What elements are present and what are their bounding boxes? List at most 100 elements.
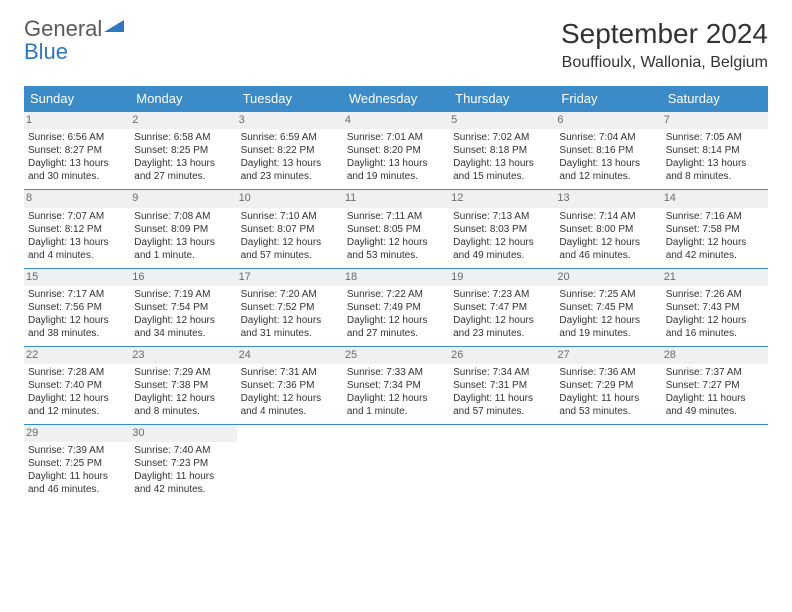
sunrise-line: Sunrise: 7:23 AM bbox=[453, 288, 551, 301]
day-cell: 12Sunrise: 7:13 AMSunset: 8:03 PMDayligh… bbox=[449, 190, 555, 268]
sunrise-line: Sunrise: 7:22 AM bbox=[347, 288, 445, 301]
daylight-line: Daylight: 12 hours and 42 minutes. bbox=[666, 236, 764, 262]
day-cell: 10Sunrise: 7:10 AMSunset: 8:07 PMDayligh… bbox=[237, 190, 343, 268]
empty-cell bbox=[555, 425, 661, 503]
daylight-line: Daylight: 12 hours and 53 minutes. bbox=[347, 236, 445, 262]
day-cell: 16Sunrise: 7:19 AMSunset: 7:54 PMDayligh… bbox=[130, 268, 236, 346]
day-number: 6 bbox=[555, 112, 661, 129]
sunrise-line: Sunrise: 7:10 AM bbox=[241, 210, 339, 223]
day-cell: 18Sunrise: 7:22 AMSunset: 7:49 PMDayligh… bbox=[343, 268, 449, 346]
day-cell: 1Sunrise: 6:56 AMSunset: 8:27 PMDaylight… bbox=[24, 112, 130, 190]
daylight-line: Daylight: 13 hours and 1 minute. bbox=[134, 236, 232, 262]
sunset-line: Sunset: 7:49 PM bbox=[347, 301, 445, 314]
day-number: 5 bbox=[449, 112, 555, 129]
daylight-line: Daylight: 12 hours and 31 minutes. bbox=[241, 314, 339, 340]
sunrise-line: Sunrise: 7:37 AM bbox=[666, 366, 764, 379]
sunset-line: Sunset: 7:29 PM bbox=[559, 379, 657, 392]
sunrise-line: Sunrise: 6:56 AM bbox=[28, 131, 126, 144]
day-number: 15 bbox=[24, 269, 130, 286]
day-number: 20 bbox=[555, 269, 661, 286]
day-number: 29 bbox=[24, 425, 130, 442]
daylight-line: Daylight: 12 hours and 19 minutes. bbox=[559, 314, 657, 340]
day-number: 10 bbox=[237, 190, 343, 207]
day-cell: 30Sunrise: 7:40 AMSunset: 7:23 PMDayligh… bbox=[130, 425, 236, 503]
day-number: 13 bbox=[555, 190, 661, 207]
dayname-wednesday: Wednesday bbox=[343, 86, 449, 112]
day-number: 21 bbox=[662, 269, 768, 286]
day-cell: 22Sunrise: 7:28 AMSunset: 7:40 PMDayligh… bbox=[24, 346, 130, 424]
sunset-line: Sunset: 7:52 PM bbox=[241, 301, 339, 314]
week-row: 22Sunrise: 7:28 AMSunset: 7:40 PMDayligh… bbox=[24, 346, 768, 424]
day-number: 11 bbox=[343, 190, 449, 207]
daylight-line: Daylight: 13 hours and 23 minutes. bbox=[241, 157, 339, 183]
sunset-line: Sunset: 8:27 PM bbox=[28, 144, 126, 157]
sunset-line: Sunset: 7:27 PM bbox=[666, 379, 764, 392]
sunset-line: Sunset: 8:22 PM bbox=[241, 144, 339, 157]
week-row: 8Sunrise: 7:07 AMSunset: 8:12 PMDaylight… bbox=[24, 190, 768, 268]
day-number: 25 bbox=[343, 347, 449, 364]
sunset-line: Sunset: 7:40 PM bbox=[28, 379, 126, 392]
sunrise-line: Sunrise: 7:34 AM bbox=[453, 366, 551, 379]
day-number: 17 bbox=[237, 269, 343, 286]
brand-sub: Blue bbox=[24, 41, 124, 63]
dayname-saturday: Saturday bbox=[662, 86, 768, 112]
brand-name: General bbox=[24, 16, 102, 41]
day-number: 22 bbox=[24, 347, 130, 364]
daylight-line: Daylight: 11 hours and 57 minutes. bbox=[453, 392, 551, 418]
day-cell: 19Sunrise: 7:23 AMSunset: 7:47 PMDayligh… bbox=[449, 268, 555, 346]
day-number: 9 bbox=[130, 190, 236, 207]
daylight-line: Daylight: 11 hours and 53 minutes. bbox=[559, 392, 657, 418]
day-cell: 7Sunrise: 7:05 AMSunset: 8:14 PMDaylight… bbox=[662, 112, 768, 190]
day-cell: 23Sunrise: 7:29 AMSunset: 7:38 PMDayligh… bbox=[130, 346, 236, 424]
day-cell: 29Sunrise: 7:39 AMSunset: 7:25 PMDayligh… bbox=[24, 425, 130, 503]
sunset-line: Sunset: 8:05 PM bbox=[347, 223, 445, 236]
sunset-line: Sunset: 7:56 PM bbox=[28, 301, 126, 314]
sunset-line: Sunset: 8:16 PM bbox=[559, 144, 657, 157]
sunset-line: Sunset: 7:31 PM bbox=[453, 379, 551, 392]
dayname-row: SundayMondayTuesdayWednesdayThursdayFrid… bbox=[24, 86, 768, 112]
dayname-thursday: Thursday bbox=[449, 86, 555, 112]
day-number: 8 bbox=[24, 190, 130, 207]
day-number: 7 bbox=[662, 112, 768, 129]
daylight-line: Daylight: 12 hours and 12 minutes. bbox=[28, 392, 126, 418]
daylight-line: Daylight: 12 hours and 16 minutes. bbox=[666, 314, 764, 340]
sunset-line: Sunset: 7:47 PM bbox=[453, 301, 551, 314]
sunrise-line: Sunrise: 7:17 AM bbox=[28, 288, 126, 301]
daylight-line: Daylight: 12 hours and 1 minute. bbox=[347, 392, 445, 418]
day-number: 28 bbox=[662, 347, 768, 364]
sunrise-line: Sunrise: 7:02 AM bbox=[453, 131, 551, 144]
daylight-line: Daylight: 12 hours and 49 minutes. bbox=[453, 236, 551, 262]
day-cell: 15Sunrise: 7:17 AMSunset: 7:56 PMDayligh… bbox=[24, 268, 130, 346]
daylight-line: Daylight: 11 hours and 42 minutes. bbox=[134, 470, 232, 496]
daylight-line: Daylight: 11 hours and 49 minutes. bbox=[666, 392, 764, 418]
day-number: 3 bbox=[237, 112, 343, 129]
day-number: 12 bbox=[449, 190, 555, 207]
sunset-line: Sunset: 8:09 PM bbox=[134, 223, 232, 236]
day-cell: 4Sunrise: 7:01 AMSunset: 8:20 PMDaylight… bbox=[343, 112, 449, 190]
dayname-monday: Monday bbox=[130, 86, 236, 112]
sunset-line: Sunset: 8:14 PM bbox=[666, 144, 764, 157]
day-cell: 6Sunrise: 7:04 AMSunset: 8:16 PMDaylight… bbox=[555, 112, 661, 190]
sunset-line: Sunset: 8:12 PM bbox=[28, 223, 126, 236]
day-number: 2 bbox=[130, 112, 236, 129]
day-cell: 24Sunrise: 7:31 AMSunset: 7:36 PMDayligh… bbox=[237, 346, 343, 424]
day-number: 24 bbox=[237, 347, 343, 364]
day-cell: 3Sunrise: 6:59 AMSunset: 8:22 PMDaylight… bbox=[237, 112, 343, 190]
sunset-line: Sunset: 7:34 PM bbox=[347, 379, 445, 392]
sunrise-line: Sunrise: 7:04 AM bbox=[559, 131, 657, 144]
sunrise-line: Sunrise: 7:26 AM bbox=[666, 288, 764, 301]
day-number: 27 bbox=[555, 347, 661, 364]
empty-cell bbox=[662, 425, 768, 503]
day-cell: 28 Sunrise: 7:37 AMSunset: 7:27 PMDayligh… bbox=[662, 346, 768, 424]
sunrise-line: Sunrise: 7:11 AM bbox=[347, 210, 445, 223]
sunrise-line: Sunrise: 7:19 AM bbox=[134, 288, 232, 301]
sunrise-line: Sunrise: 7:29 AM bbox=[134, 366, 232, 379]
sunset-line: Sunset: 7:23 PM bbox=[134, 457, 232, 470]
day-number: 4 bbox=[343, 112, 449, 129]
daylight-line: Daylight: 12 hours and 4 minutes. bbox=[241, 392, 339, 418]
brand-text-block: General Blue bbox=[24, 18, 124, 63]
sunset-line: Sunset: 7:36 PM bbox=[241, 379, 339, 392]
sunset-line: Sunset: 8:20 PM bbox=[347, 144, 445, 157]
sunset-line: Sunset: 8:03 PM bbox=[453, 223, 551, 236]
header-row: General Blue September 2024 Bouffioulx, … bbox=[24, 18, 768, 72]
